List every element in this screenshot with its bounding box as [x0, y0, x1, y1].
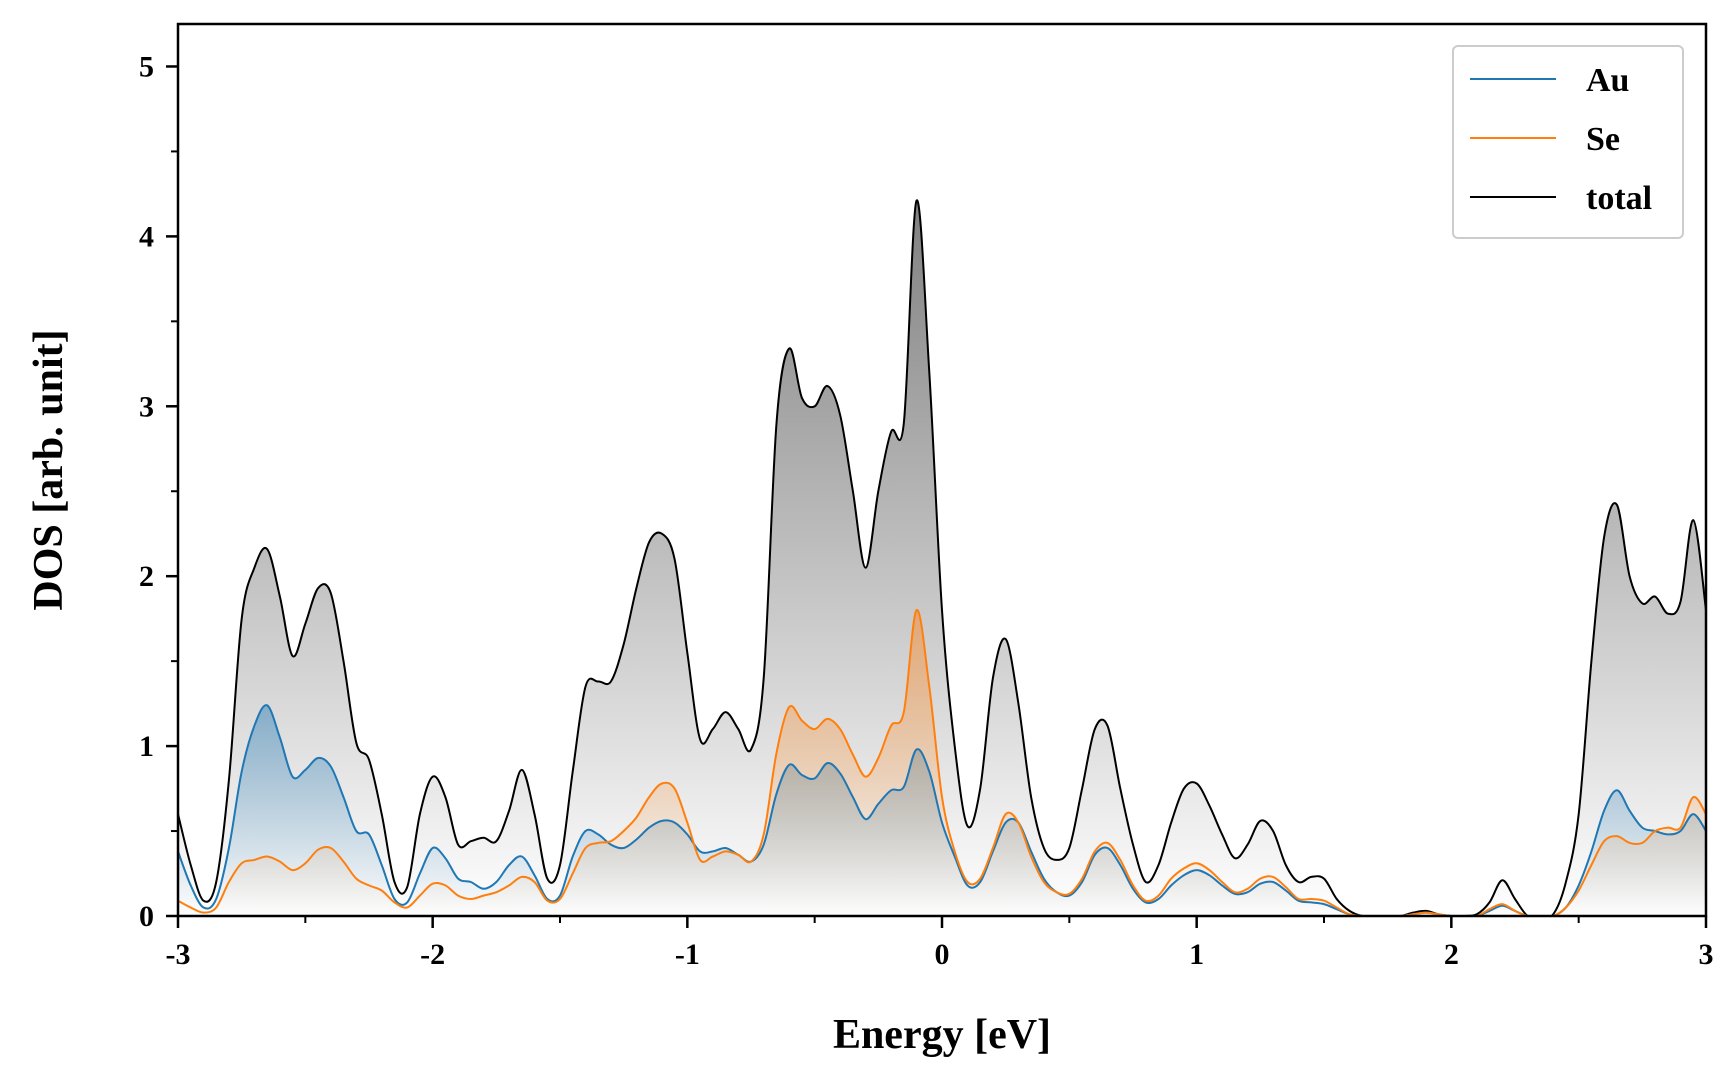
x-tick-label: -1 [675, 938, 700, 971]
x-tick-label: -2 [420, 938, 445, 971]
x-tick-label: -3 [166, 938, 191, 971]
legend-total-label: total [1586, 180, 1652, 217]
y-tick-label: 0 [139, 900, 154, 933]
y-tick-label: 5 [139, 50, 154, 83]
y-axis-label: DOS [arb. unit] [26, 329, 72, 610]
legend: Au Se total [1452, 45, 1684, 239]
y-tick-label: 4 [139, 220, 154, 253]
area-fill-se [178, 610, 1706, 916]
legend-box [1452, 45, 1684, 239]
x-tick-label: 1 [1189, 938, 1204, 971]
legend-se-label: Se [1586, 121, 1620, 158]
x-tick-label: 3 [1699, 938, 1714, 971]
x-axis-label: Energy [eV] [833, 1012, 1051, 1058]
y-tick-label: 3 [139, 390, 154, 423]
y-tick-label: 1 [139, 730, 154, 763]
x-tick-label: 0 [935, 938, 950, 971]
legend-au-label: Au [1586, 62, 1629, 99]
series-line-total [178, 199, 1706, 916]
x-tick-label: 2 [1444, 938, 1459, 971]
y-tick-label: 2 [139, 560, 154, 593]
